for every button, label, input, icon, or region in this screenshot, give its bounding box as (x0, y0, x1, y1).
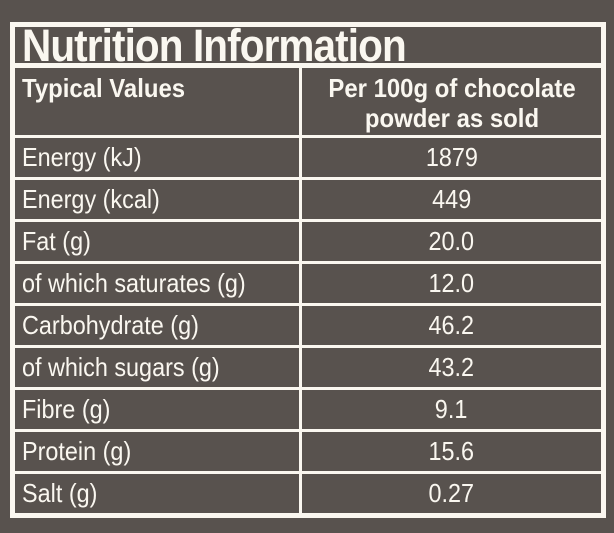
nutrient-label-cell: of which sugars (g) (15, 348, 302, 387)
page-title: Nutrition Information (22, 19, 407, 71)
nutrient-label: of which sugars (g) (22, 351, 220, 382)
nutrient-value: 43.2 (428, 351, 475, 382)
title-bar: Nutrition Information (15, 23, 601, 68)
nutrient-label-cell: Carbohydrate (g) (15, 306, 302, 345)
table-row: Fibre (g) 9.1 (15, 387, 601, 429)
table-row: Salt (g) 0.27 (15, 471, 601, 513)
table-row: of which saturates (g) 12.0 (15, 261, 601, 303)
nutrient-value: 1879 (425, 141, 478, 172)
column-header-per-100g: Per 100g of chocolate powder as sold (327, 73, 576, 133)
nutrient-value: 9.1 (435, 393, 468, 424)
nutrient-label: Protein (g) (22, 435, 132, 466)
nutrition-table-frame: Nutrition Information Typical Values Per… (10, 22, 606, 518)
table-body: Energy (kJ) 1879 Energy (kcal) 449 Fat (… (15, 138, 601, 513)
nutrient-value-cell: 1879 (302, 138, 601, 177)
table-row: Energy (kJ) 1879 (15, 138, 601, 177)
column-header-typical-values: Typical Values (22, 73, 186, 103)
table-row: Energy (kcal) 449 (15, 177, 601, 219)
nutrient-label: Fibre (g) (22, 393, 111, 424)
nutrient-value-cell: 12.0 (302, 264, 601, 303)
table-row: Protein (g) 15.6 (15, 429, 601, 471)
nutrient-label: of which saturates (g) (22, 267, 246, 298)
nutrient-value: 46.2 (428, 309, 475, 340)
nutrient-value-cell: 9.1 (302, 390, 601, 429)
table-row: Carbohydrate (g) 46.2 (15, 303, 601, 345)
nutrient-value-cell: 20.0 (302, 222, 601, 261)
nutrient-value: 0.27 (428, 477, 475, 508)
nutrient-label: Energy (kcal) (22, 183, 160, 214)
nutrient-label-cell: Protein (g) (15, 432, 302, 471)
table-header-row: Typical Values Per 100g of chocolate pow… (15, 68, 601, 138)
nutrient-label: Salt (g) (22, 477, 98, 508)
nutrient-label-cell: of which saturates (g) (15, 264, 302, 303)
nutrient-label-cell: Fat (g) (15, 222, 302, 261)
header-cell-typical-values: Typical Values (15, 68, 302, 135)
nutrient-label-cell: Energy (kcal) (15, 180, 302, 219)
nutrient-value-cell: 43.2 (302, 348, 601, 387)
nutrient-label: Carbohydrate (g) (22, 309, 199, 340)
nutrient-value: 20.0 (428, 225, 475, 256)
nutrient-value-cell: 15.6 (302, 432, 601, 471)
nutrient-value: 15.6 (428, 435, 475, 466)
nutrient-value-cell: 46.2 (302, 306, 601, 345)
table-row: Fat (g) 20.0 (15, 219, 601, 261)
nutrient-label-cell: Energy (kJ) (15, 138, 302, 177)
nutrient-label-cell: Fibre (g) (15, 390, 302, 429)
table-row: of which sugars (g) 43.2 (15, 345, 601, 387)
nutrient-label-cell: Salt (g) (15, 474, 302, 513)
nutrient-value-cell: 449 (302, 180, 601, 219)
nutrient-value-cell: 0.27 (302, 474, 601, 513)
nutrient-label: Energy (kJ) (22, 141, 142, 172)
header-cell-per-100g: Per 100g of chocolate powder as sold (302, 68, 601, 135)
nutrient-value: 449 (431, 183, 472, 214)
nutrient-label: Fat (g) (22, 225, 91, 256)
nutrient-value: 12.0 (428, 267, 475, 298)
